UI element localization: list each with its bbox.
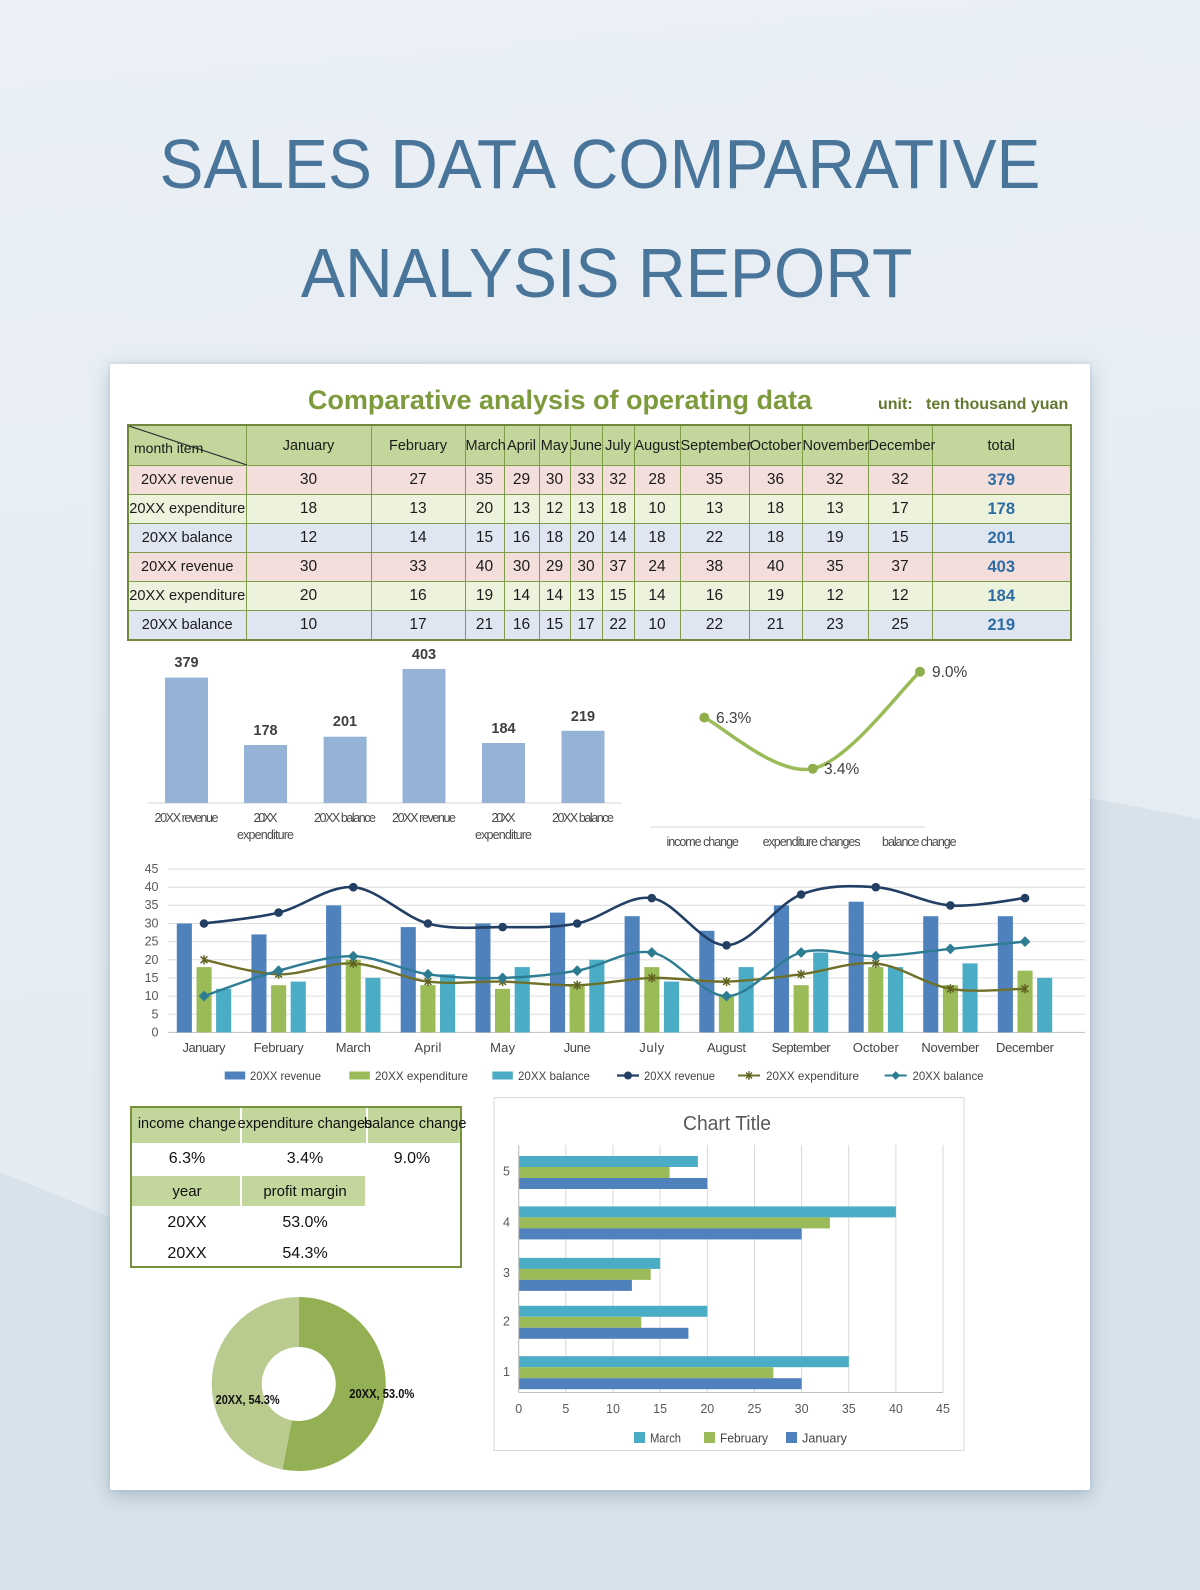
svg-text:20XX revenue: 20XX revenue — [392, 811, 456, 825]
svg-text:20XX revenue: 20XX revenue — [155, 811, 219, 825]
svg-text:0: 0 — [152, 1026, 159, 1040]
svg-text:10: 10 — [606, 1402, 620, 1416]
svg-text:35: 35 — [842, 1402, 856, 1416]
svg-text:0: 0 — [515, 1402, 522, 1416]
svg-text:June: June — [564, 1040, 591, 1055]
svg-text:10: 10 — [145, 989, 159, 1003]
svg-text:20XX balance: 20XX balance — [552, 811, 614, 825]
svg-text:expenditure changes: expenditure changes — [763, 835, 861, 849]
svg-text:November: November — [921, 1040, 980, 1055]
svg-text:178: 178 — [253, 723, 277, 739]
svg-text:20XX, 53.0%: 20XX, 53.0% — [349, 1386, 414, 1401]
svg-text:February: February — [254, 1040, 305, 1055]
svg-text:March: March — [336, 1040, 371, 1055]
svg-text:30: 30 — [795, 1402, 809, 1416]
svg-text:25: 25 — [145, 935, 159, 949]
svg-text:30: 30 — [145, 917, 159, 931]
svg-text:July: July — [639, 1040, 665, 1055]
svg-text:20XX: 20XX — [492, 811, 517, 825]
svg-text:3.4%: 3.4% — [824, 761, 860, 778]
svg-text:20XX expenditure: 20XX expenditure — [766, 1069, 859, 1083]
svg-text:25: 25 — [748, 1402, 762, 1416]
svg-text:May: May — [490, 1040, 515, 1055]
svg-text:403: 403 — [412, 647, 436, 663]
svg-text:20: 20 — [145, 953, 159, 967]
svg-text:Chart Title: Chart Title — [683, 1113, 771, 1135]
svg-text:45: 45 — [145, 862, 159, 876]
svg-text:20XX expenditure: 20XX expenditure — [375, 1069, 468, 1083]
svg-text:35: 35 — [145, 898, 159, 912]
svg-text:5: 5 — [152, 1008, 159, 1022]
svg-text:9.0%: 9.0% — [932, 664, 968, 681]
svg-text:April: April — [414, 1040, 441, 1055]
svg-text:20XX balance: 20XX balance — [518, 1069, 590, 1083]
svg-text:February: February — [720, 1431, 768, 1446]
svg-text:20XX: 20XX — [254, 811, 279, 825]
svg-text:45: 45 — [936, 1402, 950, 1416]
svg-text:201: 201 — [333, 714, 357, 730]
svg-text:20XX balance: 20XX balance — [913, 1069, 984, 1083]
svg-text:3: 3 — [503, 1266, 510, 1280]
svg-text:6.3%: 6.3% — [716, 710, 752, 727]
svg-text:379: 379 — [174, 655, 198, 671]
svg-text:expenditure: expenditure — [475, 828, 532, 842]
svg-text:40: 40 — [889, 1402, 903, 1416]
svg-text:219: 219 — [571, 709, 595, 725]
svg-text:December: December — [996, 1040, 1055, 1055]
svg-text:March: March — [650, 1431, 681, 1446]
svg-text:income change: income change — [666, 835, 739, 849]
svg-text:184: 184 — [491, 721, 515, 737]
svg-text:20XX revenue: 20XX revenue — [250, 1069, 321, 1083]
svg-text:20XX, 54.3%: 20XX, 54.3% — [216, 1392, 280, 1407]
svg-text:2: 2 — [503, 1315, 510, 1329]
svg-text:January: January — [802, 1431, 847, 1446]
svg-text:20XX balance: 20XX balance — [314, 811, 376, 825]
svg-text:4: 4 — [503, 1216, 510, 1230]
svg-text:5: 5 — [503, 1165, 510, 1179]
svg-text:15: 15 — [653, 1402, 667, 1416]
svg-text:5: 5 — [562, 1402, 569, 1416]
svg-text:January: January — [183, 1040, 227, 1055]
svg-text:balance change: balance change — [882, 835, 957, 849]
svg-text:August: August — [707, 1040, 746, 1055]
svg-text:October: October — [853, 1040, 900, 1055]
svg-text:40: 40 — [145, 880, 159, 894]
svg-text:1: 1 — [503, 1365, 510, 1379]
svg-text:20: 20 — [700, 1402, 714, 1416]
svg-text:20XX revenue: 20XX revenue — [644, 1069, 715, 1083]
svg-text:September: September — [772, 1040, 832, 1055]
svg-text:expenditure: expenditure — [237, 828, 294, 842]
svg-text:15: 15 — [145, 971, 159, 985]
